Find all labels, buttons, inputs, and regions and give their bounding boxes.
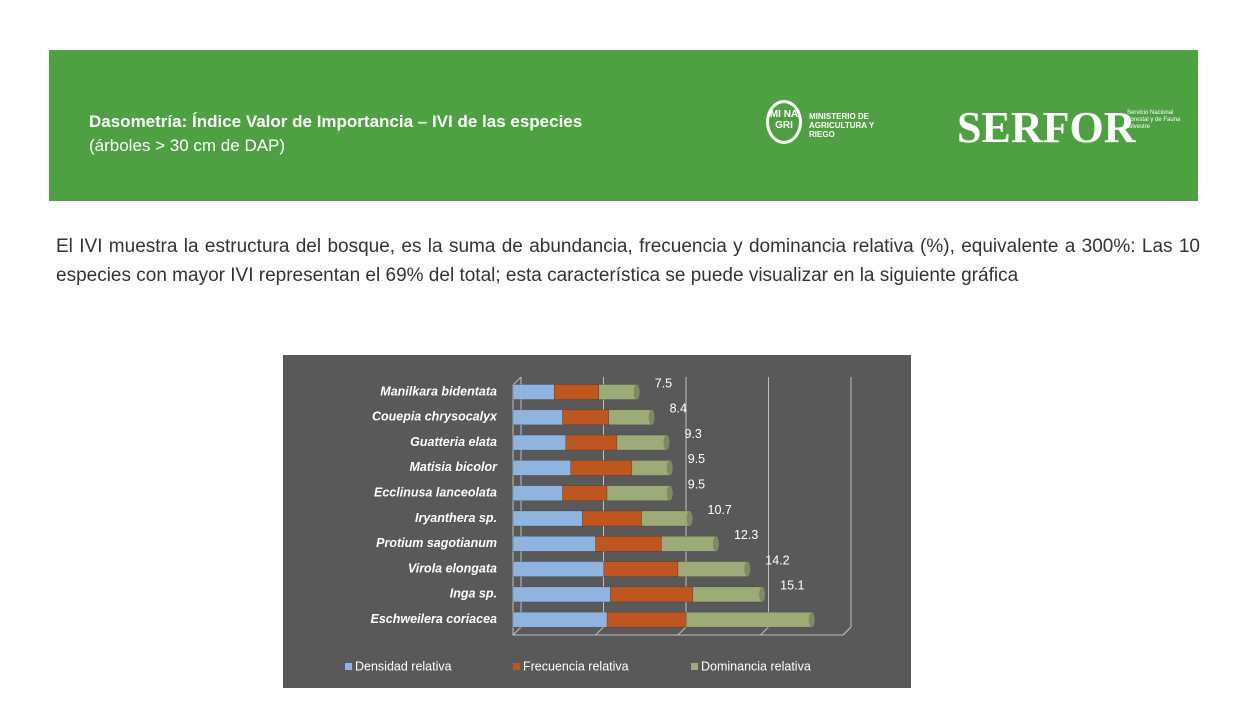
bar-segment (631, 460, 671, 476)
bar-segment (512, 510, 583, 527)
paragraph: El IVI muestra la estructura del bosque,… (56, 236, 1200, 286)
bar-segment (616, 434, 667, 451)
bar-segment (512, 611, 608, 628)
total-label: 8.4 (670, 402, 687, 416)
bar-segment (608, 409, 652, 426)
bar-cap (686, 511, 693, 526)
bar-segment (512, 460, 572, 476)
category-label: Matisia bicolor (409, 460, 498, 474)
bar-segment (562, 409, 610, 426)
bar-segment (562, 485, 608, 501)
bar-segment (641, 510, 690, 527)
bar-cap (666, 485, 673, 501)
total-label: 7.5 (655, 376, 672, 390)
bar-segment (610, 586, 694, 603)
legend-swatch (345, 663, 352, 670)
bar-segment (512, 409, 563, 426)
total-label: 15.1 (780, 579, 804, 593)
total-label: 14.2 (765, 553, 789, 567)
grid-line (512, 626, 522, 636)
category-label: Inga sp. (450, 587, 497, 601)
category-label: Ecclinusa lanceolata (374, 485, 497, 499)
logo-ministerio: MINISTERIO DE AGRICULTURA Y RIEGO (809, 112, 875, 139)
bar-cap (744, 561, 751, 577)
category-label: Protium sagotianum (376, 536, 497, 550)
bar-cap (759, 586, 766, 602)
bar-segment (606, 611, 687, 628)
total-label: 10.7 (708, 503, 732, 517)
legend-swatch (513, 663, 520, 670)
bar-segment (606, 485, 671, 501)
bar-segment (565, 434, 618, 451)
category-label: Eschweilera coriacea (371, 612, 498, 626)
grid-line (760, 626, 769, 636)
total-label: 12.3 (734, 528, 758, 542)
bar-cap (808, 612, 815, 628)
header-title: Dasometría: Índice Valor de Importancia … (89, 112, 583, 131)
bar-segment (512, 485, 563, 501)
legend-label: Densidad relativa (355, 659, 452, 673)
header-subtitle: (árboles > 30 cm de DAP) (89, 136, 286, 155)
bar-segment (581, 510, 642, 527)
bar-cap (663, 435, 670, 451)
total-label: 9.3 (684, 427, 701, 441)
bar-segment (512, 586, 611, 603)
bar-cap (666, 460, 673, 476)
grid-line (677, 626, 687, 636)
category-label: Couepia chrysocalyx (372, 410, 498, 424)
logo-serfor-sub: Servicio Nacional Forestal y de Fauna Si… (1127, 110, 1181, 130)
bar-segment (553, 384, 600, 400)
legend-swatch (691, 663, 698, 670)
bar-segment (512, 434, 567, 451)
bar-segment (512, 384, 555, 400)
legend-label: Frecuencia relativa (523, 659, 629, 673)
bar-segment (661, 536, 717, 552)
chart: Manilkara bidentata 7.5 Couepia chrysocaly… (283, 355, 911, 688)
category-label: Guatteria elata (410, 435, 497, 449)
bar-segment (677, 561, 748, 577)
bar-segment (595, 536, 662, 552)
bar-segment (603, 561, 679, 577)
bar-cap (648, 409, 655, 425)
category-label: Iryanthera sp. (415, 511, 497, 525)
logo-serfor: SERFOR (957, 103, 1136, 152)
bar-segment (685, 611, 812, 628)
bar-segment (692, 586, 763, 603)
header: Dasometría: Índice Valor de Importancia … (49, 50, 1198, 201)
total-label: 9.5 (688, 477, 705, 491)
total-label: 9.5 (688, 452, 705, 466)
category-label: Manilkara bidentata (380, 384, 497, 398)
bar-cap (633, 384, 640, 400)
bar-segment (598, 384, 638, 400)
grid-line (842, 626, 852, 636)
logo-minagri: MI NA GRI (766, 100, 802, 144)
bar-segment (512, 536, 596, 552)
bar-cap (712, 536, 719, 552)
category-label: Virola elongata (408, 561, 497, 575)
grid-line (595, 626, 604, 636)
bar-segment (570, 460, 633, 476)
bar-segment (512, 561, 605, 577)
legend-label: Dominancia relativa (701, 659, 811, 673)
